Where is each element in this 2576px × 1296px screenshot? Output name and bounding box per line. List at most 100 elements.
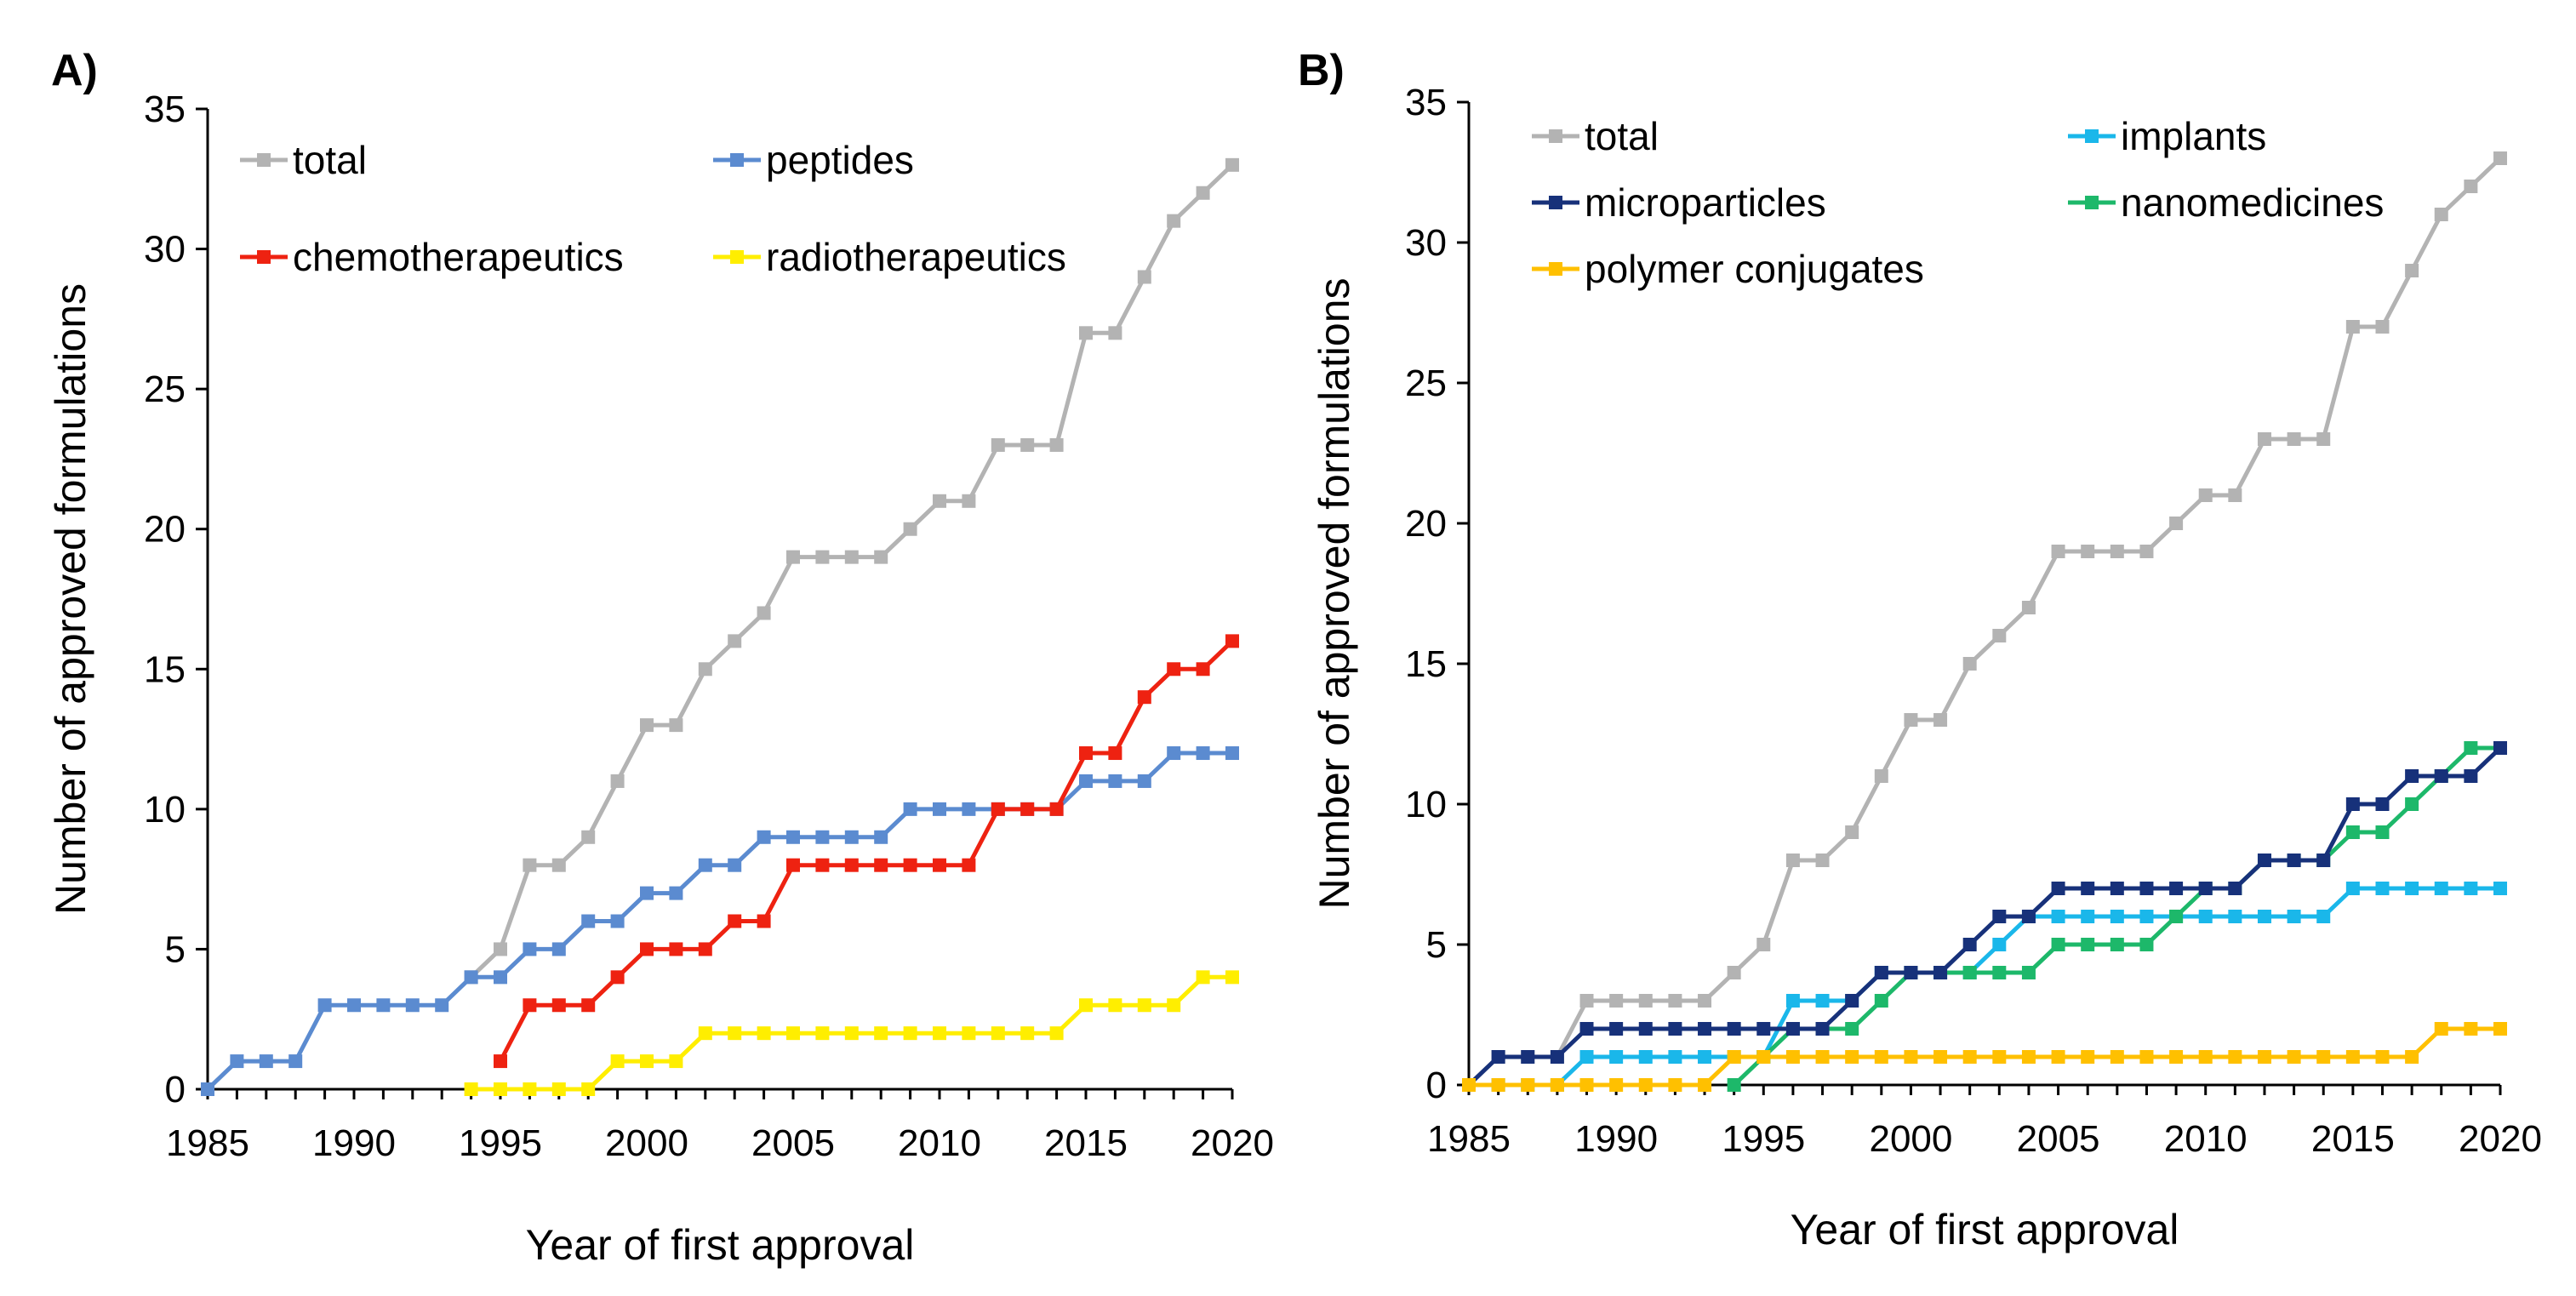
data-point xyxy=(2228,882,2242,895)
data-point xyxy=(405,998,420,1013)
x-tick-label: 1995 xyxy=(459,1122,542,1164)
data-point xyxy=(1668,994,1682,1008)
data-point xyxy=(1874,769,1888,783)
y-tick-label: 25 xyxy=(144,368,186,410)
data-point xyxy=(201,1082,214,1096)
legend-item-peptides: peptides xyxy=(713,138,914,182)
legend-swatch-marker xyxy=(2085,196,2099,209)
data-point xyxy=(991,1026,1005,1041)
data-point xyxy=(2051,545,2065,558)
data-point xyxy=(494,970,507,985)
data-point xyxy=(1137,270,1151,284)
data-point xyxy=(2051,882,2065,895)
data-point xyxy=(1874,994,1888,1008)
data-point xyxy=(874,858,888,872)
data-point xyxy=(2464,769,2478,783)
data-point xyxy=(2139,938,2154,951)
data-point xyxy=(1579,994,1594,1008)
legend-swatch-marker xyxy=(730,153,744,167)
data-point xyxy=(728,634,742,648)
legend-label: total xyxy=(293,138,367,182)
legend-label: polymer conjugates xyxy=(1585,247,1924,291)
x-tick-label: 2010 xyxy=(2164,1118,2248,1160)
data-point xyxy=(2081,882,2095,895)
data-point xyxy=(2316,854,2331,867)
data-point xyxy=(757,830,771,844)
data-point xyxy=(2375,825,2390,839)
data-point xyxy=(1137,998,1151,1013)
data-point xyxy=(2081,910,2095,923)
data-point xyxy=(1609,1050,1624,1064)
data-point xyxy=(903,1026,917,1041)
data-point xyxy=(610,914,625,928)
data-point xyxy=(1579,1078,1594,1092)
data-point xyxy=(786,1026,800,1041)
data-point xyxy=(1815,994,1830,1008)
data-point xyxy=(2198,1050,2213,1064)
data-point xyxy=(230,1054,244,1069)
data-point xyxy=(1049,802,1064,816)
series-line-total xyxy=(469,163,1234,979)
data-point xyxy=(698,662,712,677)
data-point xyxy=(1137,690,1151,705)
data-point xyxy=(2345,882,2360,895)
data-point xyxy=(698,1026,712,1041)
data-point xyxy=(1698,1022,1712,1036)
data-point xyxy=(1196,662,1210,677)
data-point xyxy=(1020,1026,1035,1041)
data-point xyxy=(786,830,800,844)
panel-b: B) 0 5 10 15 20 25 30 35 1985 1990 1995 2000 2005 2010… xyxy=(1298,46,2542,1253)
data-point xyxy=(1521,1050,1535,1064)
data-point xyxy=(2081,938,2095,951)
data-point xyxy=(2169,517,2184,530)
data-point xyxy=(757,1026,771,1041)
legend-label: radiotherapeutics xyxy=(766,235,1066,279)
x-tick-label: 2015 xyxy=(1044,1122,1128,1164)
data-point xyxy=(1933,966,1948,979)
data-point xyxy=(844,858,859,872)
legend-swatch-marker xyxy=(257,153,271,167)
legend-item-microparticles: microparticles xyxy=(1532,180,1826,225)
data-point xyxy=(1904,713,1918,727)
data-point xyxy=(1079,998,1093,1013)
legend-item-polymer-conjugates: polymer conjugates xyxy=(1532,247,1924,291)
data-point xyxy=(1638,1050,1653,1064)
data-point xyxy=(698,942,712,956)
data-point xyxy=(2434,882,2448,895)
legend-swatch-marker xyxy=(730,250,744,264)
y-tick-label: 10 xyxy=(144,789,186,831)
data-point xyxy=(2198,910,2213,923)
series-line-microparticles xyxy=(1467,746,2502,1087)
data-point xyxy=(903,858,917,872)
data-point xyxy=(1992,910,2007,923)
data-point xyxy=(1845,994,1859,1008)
data-point xyxy=(874,830,888,844)
data-point xyxy=(1196,186,1210,200)
data-point xyxy=(581,830,596,844)
data-point xyxy=(1756,1022,1771,1036)
data-point xyxy=(669,1054,683,1069)
data-point xyxy=(2287,432,2301,446)
data-point xyxy=(2316,1050,2331,1064)
data-point xyxy=(1698,1050,1712,1064)
data-point xyxy=(1845,1050,1859,1064)
x-tick-label: 2005 xyxy=(2017,1118,2100,1160)
data-point xyxy=(2228,488,2242,502)
data-point xyxy=(2345,320,2360,334)
y-tick-label: 20 xyxy=(144,509,186,551)
data-point xyxy=(1785,1022,1800,1036)
data-point xyxy=(1962,966,1977,979)
x-tick-label: 1990 xyxy=(1574,1118,1658,1160)
legend-label: peptides xyxy=(766,138,914,182)
data-point xyxy=(1727,1078,1741,1092)
data-point xyxy=(2464,1022,2478,1036)
data-point xyxy=(2257,1050,2271,1064)
data-point xyxy=(1845,825,1859,839)
data-point xyxy=(815,1026,830,1041)
data-point xyxy=(2051,910,2065,923)
data-point xyxy=(1108,774,1122,788)
data-point xyxy=(1167,746,1181,761)
data-point xyxy=(1668,1022,1682,1036)
data-point xyxy=(523,942,537,956)
